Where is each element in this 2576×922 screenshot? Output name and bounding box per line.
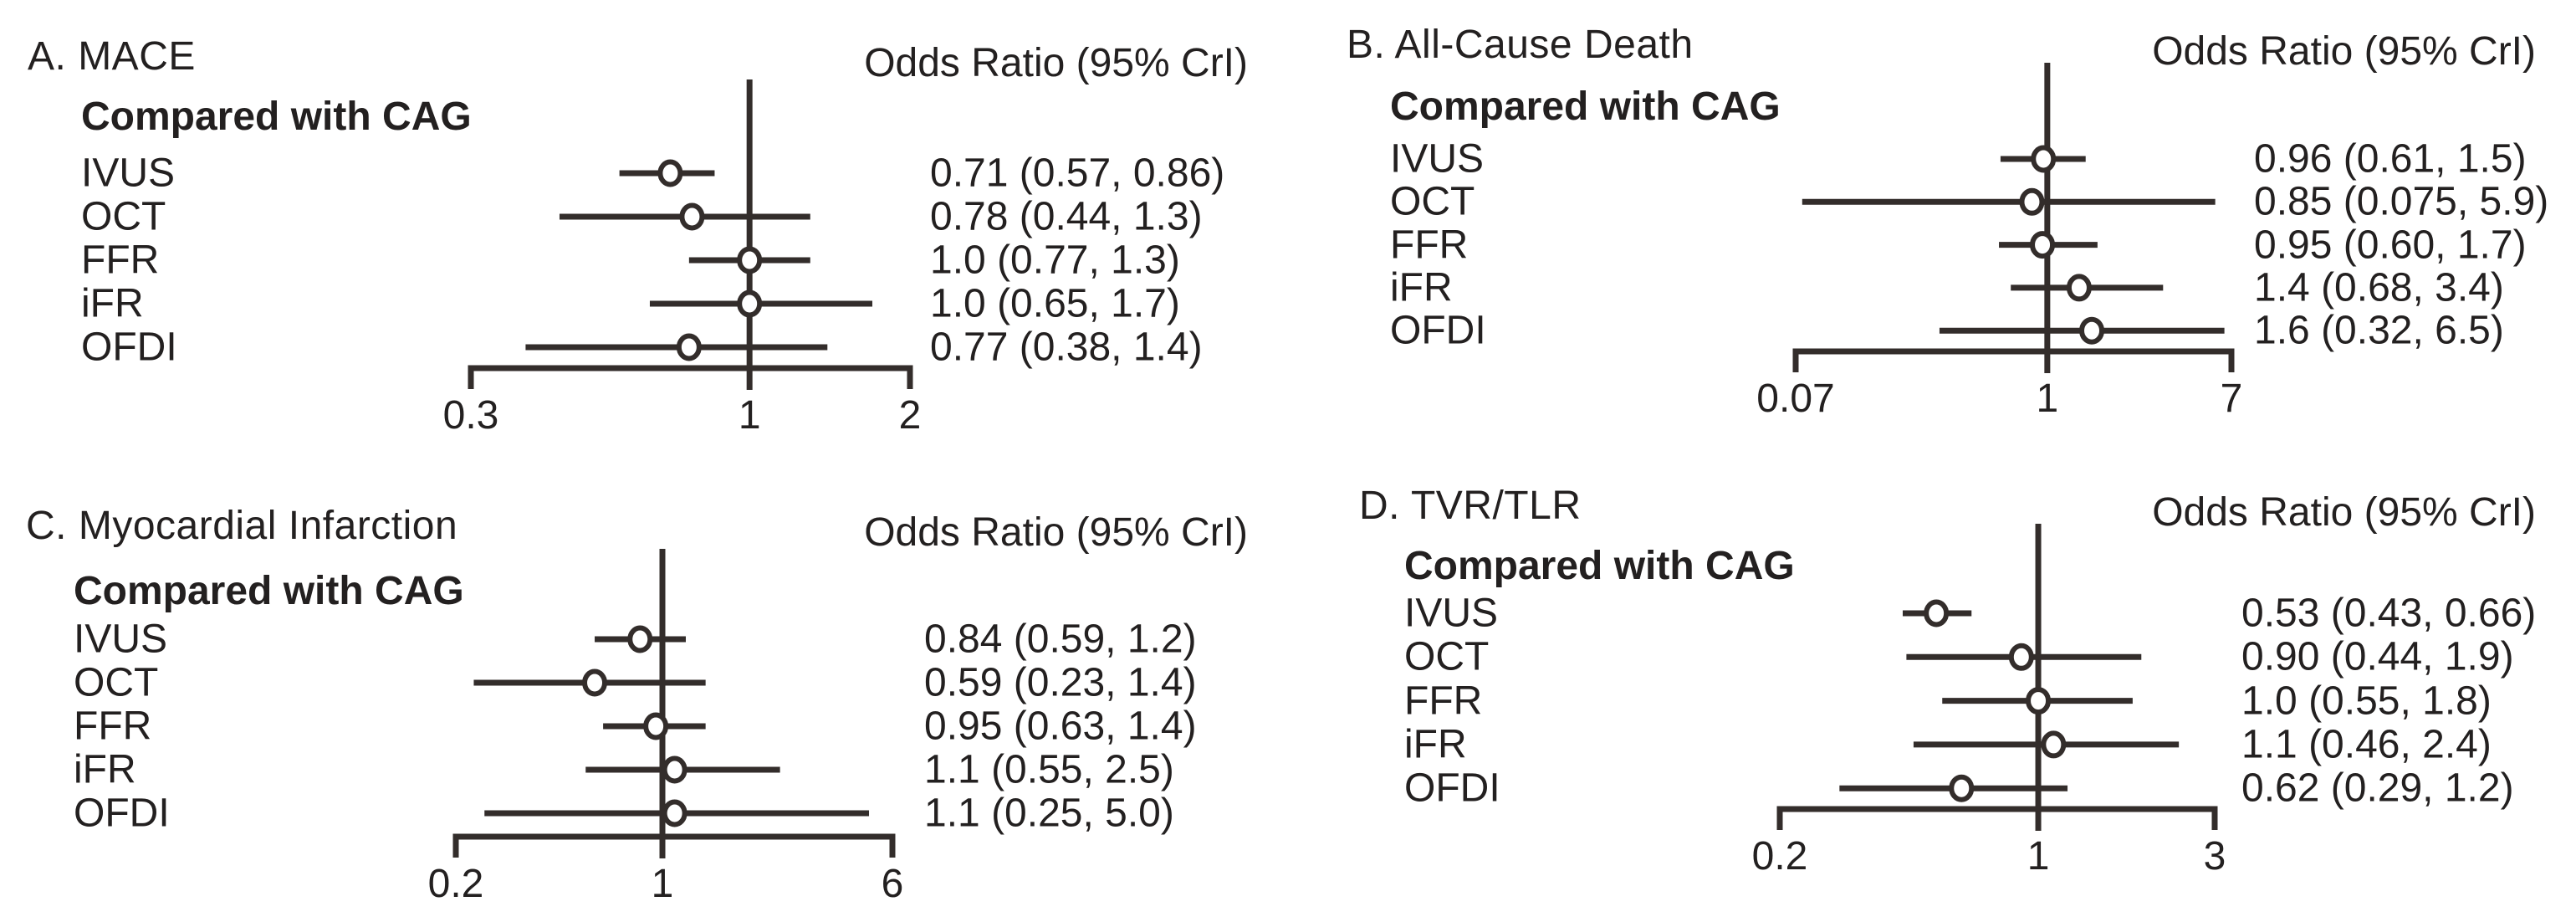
row-label-ivus: IVUS (1404, 591, 1499, 636)
or-value-oct: 0.78 (0.44, 1.3) (930, 194, 1203, 239)
row-label-oct: OCT (81, 194, 166, 239)
row-label-ifr: iFR (74, 747, 136, 792)
x-tick-label: 3 (2204, 834, 2226, 878)
or-value-ifr: 1.1 (0.46, 2.4) (2241, 722, 2492, 767)
x-tick-label: 0.3 (443, 393, 499, 438)
odds-ratio-header: Odds Ratio (95% CrI) (2152, 29, 2536, 74)
or-marker-oct (2008, 643, 2034, 671)
or-value-ivus: 0.84 (0.59, 1.2) (924, 617, 1197, 662)
row-label-ofdi: OFDI (81, 325, 177, 370)
row-label-ifr: iFR (1390, 265, 1453, 310)
or-marker-ifr (737, 289, 763, 318)
or-marker-ofdi (2079, 316, 2105, 345)
or-value-ifr: 1.4 (0.68, 3.4) (2254, 265, 2504, 310)
or-value-ofdi: 1.1 (0.25, 5.0) (924, 791, 1174, 836)
or-marker-ffr (737, 246, 763, 274)
x-tick-label: 2 (899, 393, 922, 438)
panel-myocardial-infarction: C. Myocardial Infarction Odds Ratio (95%… (0, 461, 1288, 922)
row-label-ffr: FFR (1404, 679, 1483, 724)
panel-title: C. Myocardial Infarction (26, 504, 458, 548)
or-marker-oct (2019, 187, 2045, 216)
x-axis (468, 365, 913, 389)
comparison-label: Compared with CAG (1390, 85, 1781, 129)
or-marker-oct (679, 202, 705, 231)
panel-tvr-tlr: D. TVR/TLR Odds Ratio (95% CrI) Compared… (1288, 461, 2576, 922)
comparison-label: Compared with CAG (74, 569, 464, 613)
or-marker-oct (582, 668, 608, 697)
or-value-ifr: 1.0 (0.65, 1.7) (930, 281, 1180, 326)
or-marker-ivus (657, 159, 683, 187)
or-value-ofdi: 0.77 (0.38, 1.4) (930, 325, 1203, 370)
x-tick-label: 1 (739, 393, 761, 438)
x-axis (452, 833, 896, 858)
x-tick-label: 7 (2221, 376, 2243, 421)
or-value-ifr: 1.1 (0.55, 2.5) (924, 747, 1174, 792)
or-value-ivus: 0.96 (0.61, 1.5) (2254, 136, 2527, 182)
or-marker-ofdi (1949, 774, 1975, 802)
row-label-ffr: FFR (81, 238, 160, 283)
forest-plot-canvas: 0.3 1 2 (443, 79, 922, 438)
x-axis (1776, 806, 2218, 830)
odds-ratio-header: Odds Ratio (95% CrI) (864, 41, 1248, 85)
odds-ratio-header: Odds Ratio (95% CrI) (864, 510, 1248, 555)
panel-all-cause-death: B. All-Cause Death Odds Ratio (95% CrI) … (1288, 0, 2576, 461)
row-label-ivus: IVUS (1390, 136, 1485, 182)
odds-ratio-header: Odds Ratio (95% CrI) (2152, 490, 2536, 535)
row-label-ffr: FFR (74, 704, 152, 749)
or-value-ivus: 0.71 (0.57, 0.86) (930, 151, 1225, 196)
forest-plot-canvas: 0.2 1 6 (428, 549, 904, 906)
or-marker-ivus (2031, 145, 2057, 173)
or-value-oct: 0.85 (0.075, 5.9) (2254, 179, 2549, 224)
or-value-ffr: 1.0 (0.77, 1.3) (930, 238, 1180, 283)
or-marker-ofdi (676, 333, 702, 361)
panel-title: B. All-Cause Death (1347, 23, 1694, 67)
row-label-ofdi: OFDI (1404, 766, 1500, 811)
row-label-ofdi: OFDI (1390, 308, 1486, 353)
or-marker-ffr (2030, 231, 2056, 259)
row-label-ofdi: OFDI (74, 791, 170, 836)
or-value-oct: 0.90 (0.44, 1.9) (2241, 634, 2514, 679)
panel-title: D. TVR/TLR (1359, 484, 1582, 528)
or-marker-ifr (662, 756, 687, 784)
or-value-ofdi: 1.6 (0.32, 6.5) (2254, 308, 2504, 353)
or-value-ofdi: 0.62 (0.29, 1.2) (2241, 766, 2514, 811)
or-marker-ffr (643, 712, 669, 740)
or-marker-ffr (2026, 687, 2052, 715)
or-value-ffr: 0.95 (0.60, 1.7) (2254, 223, 2527, 268)
x-axis (1792, 348, 2235, 372)
row-label-ivus: IVUS (81, 151, 176, 196)
row-label-oct: OCT (1404, 634, 1490, 679)
or-value-oct: 0.59 (0.23, 1.4) (924, 660, 1197, 705)
forest-plot-canvas: 0.07 1 7 (1756, 63, 2243, 421)
x-tick-label: 1 (2027, 834, 2050, 878)
forest-plot-canvas: 0.2 1 3 (1752, 524, 2226, 878)
panel-mace: A. MACE Odds Ratio (95% CrI) Compared wi… (0, 0, 1288, 461)
x-tick-label: 0.2 (1752, 834, 1808, 878)
row-label-ffr: FFR (1390, 223, 1469, 268)
comparison-label: Compared with CAG (1404, 544, 1795, 588)
x-tick-label: 0.2 (428, 862, 484, 906)
panel-title: A. MACE (28, 34, 196, 79)
or-marker-ivus (627, 625, 653, 653)
or-value-ffr: 1.0 (0.55, 1.8) (2241, 679, 2492, 724)
or-value-ivus: 0.53 (0.43, 0.66) (2241, 591, 2537, 636)
or-marker-ivus (1924, 599, 1950, 627)
or-marker-ifr (2066, 274, 2092, 302)
x-tick-label: 6 (882, 862, 904, 906)
x-tick-label: 0.07 (1756, 376, 1834, 421)
or-value-ffr: 0.95 (0.63, 1.4) (924, 704, 1197, 749)
x-tick-label: 1 (652, 862, 674, 906)
or-marker-ifr (2041, 730, 2067, 759)
row-label-oct: OCT (1390, 179, 1475, 224)
row-label-ivus: IVUS (74, 617, 168, 662)
or-marker-ofdi (662, 799, 687, 827)
row-label-ifr: iFR (81, 281, 144, 326)
comparison-label: Compared with CAG (81, 95, 472, 139)
row-label-oct: OCT (74, 660, 159, 705)
row-label-ifr: iFR (1404, 722, 1467, 767)
x-tick-label: 1 (2037, 376, 2059, 421)
